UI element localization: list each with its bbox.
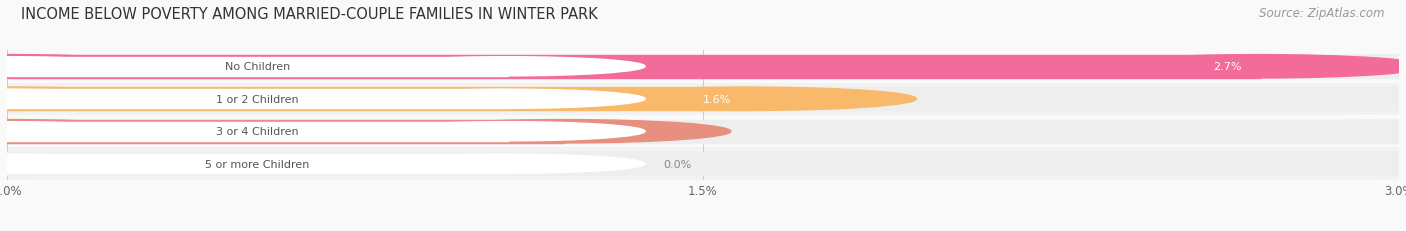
Circle shape xyxy=(0,58,143,76)
Text: 1.2%: 1.2% xyxy=(517,127,546,137)
Circle shape xyxy=(0,122,143,141)
Circle shape xyxy=(1232,120,1406,143)
Bar xyxy=(7,155,508,173)
Circle shape xyxy=(0,155,143,173)
Circle shape xyxy=(0,120,174,143)
Text: INCOME BELOW POVERTY AMONG MARRIED-COUPLE FAMILIES IN WINTER PARK: INCOME BELOW POVERTY AMONG MARRIED-COUPL… xyxy=(21,7,598,22)
Text: 1.6%: 1.6% xyxy=(703,94,731,104)
Circle shape xyxy=(0,90,143,109)
Circle shape xyxy=(1092,55,1406,79)
Text: 2.7%: 2.7% xyxy=(1213,62,1241,72)
Text: 5 or more Children: 5 or more Children xyxy=(205,159,309,169)
Bar xyxy=(7,88,749,111)
Circle shape xyxy=(0,55,174,79)
Bar xyxy=(7,120,1399,143)
Text: Source: ZipAtlas.com: Source: ZipAtlas.com xyxy=(1260,7,1385,20)
Text: No Children: No Children xyxy=(225,62,290,72)
Bar xyxy=(7,58,508,76)
Bar xyxy=(7,88,1399,111)
Circle shape xyxy=(371,58,645,76)
Circle shape xyxy=(0,55,174,79)
Bar xyxy=(7,51,1399,83)
Text: 1 or 2 Children: 1 or 2 Children xyxy=(217,94,299,104)
Circle shape xyxy=(371,122,645,141)
Bar xyxy=(7,55,1399,79)
Bar xyxy=(7,148,1399,180)
Circle shape xyxy=(1232,55,1406,79)
Bar xyxy=(7,152,1399,176)
Text: 0.0%: 0.0% xyxy=(664,159,692,169)
Circle shape xyxy=(0,88,174,111)
Bar xyxy=(7,122,508,141)
Circle shape xyxy=(582,88,917,111)
Circle shape xyxy=(0,88,174,111)
Bar xyxy=(7,116,1399,148)
Bar xyxy=(7,120,564,143)
Circle shape xyxy=(0,120,174,143)
Circle shape xyxy=(371,155,645,173)
Bar xyxy=(7,83,1399,116)
Circle shape xyxy=(371,90,645,109)
Circle shape xyxy=(0,152,174,176)
Circle shape xyxy=(396,120,731,143)
Bar xyxy=(7,90,508,109)
Bar xyxy=(7,55,1260,79)
Circle shape xyxy=(1232,88,1406,111)
Text: 3 or 4 Children: 3 or 4 Children xyxy=(217,127,299,137)
Circle shape xyxy=(1232,152,1406,176)
